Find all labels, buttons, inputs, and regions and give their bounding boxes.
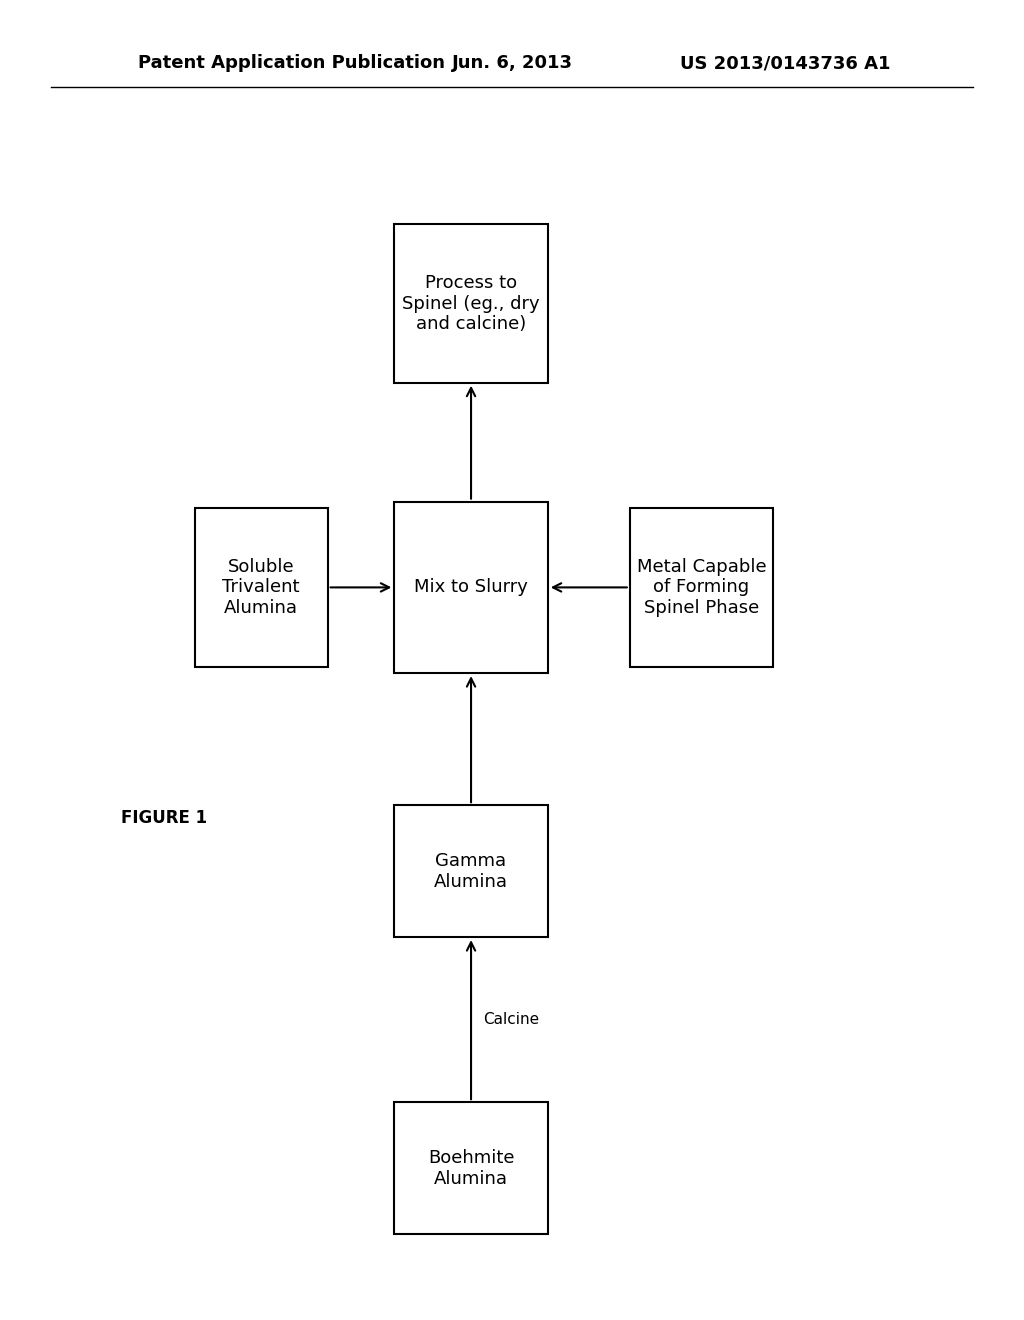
FancyBboxPatch shape [394, 1102, 548, 1234]
FancyBboxPatch shape [630, 508, 773, 667]
Text: FIGURE 1: FIGURE 1 [121, 809, 207, 828]
Text: Patent Application Publication: Patent Application Publication [138, 54, 445, 73]
Text: Jun. 6, 2013: Jun. 6, 2013 [452, 54, 572, 73]
FancyBboxPatch shape [394, 502, 548, 673]
Text: Gamma
Alumina: Gamma Alumina [434, 851, 508, 891]
FancyBboxPatch shape [394, 805, 548, 937]
FancyBboxPatch shape [394, 224, 548, 383]
Text: Mix to Slurry: Mix to Slurry [414, 578, 528, 597]
Text: Boehmite
Alumina: Boehmite Alumina [428, 1148, 514, 1188]
Text: Process to
Spinel (eg., dry
and calcine): Process to Spinel (eg., dry and calcine) [402, 273, 540, 334]
Text: US 2013/0143736 A1: US 2013/0143736 A1 [680, 54, 891, 73]
Text: Soluble
Trivalent
Alumina: Soluble Trivalent Alumina [222, 557, 300, 618]
FancyBboxPatch shape [195, 508, 328, 667]
Text: Calcine: Calcine [483, 1012, 540, 1027]
Text: Metal Capable
of Forming
Spinel Phase: Metal Capable of Forming Spinel Phase [637, 557, 766, 618]
